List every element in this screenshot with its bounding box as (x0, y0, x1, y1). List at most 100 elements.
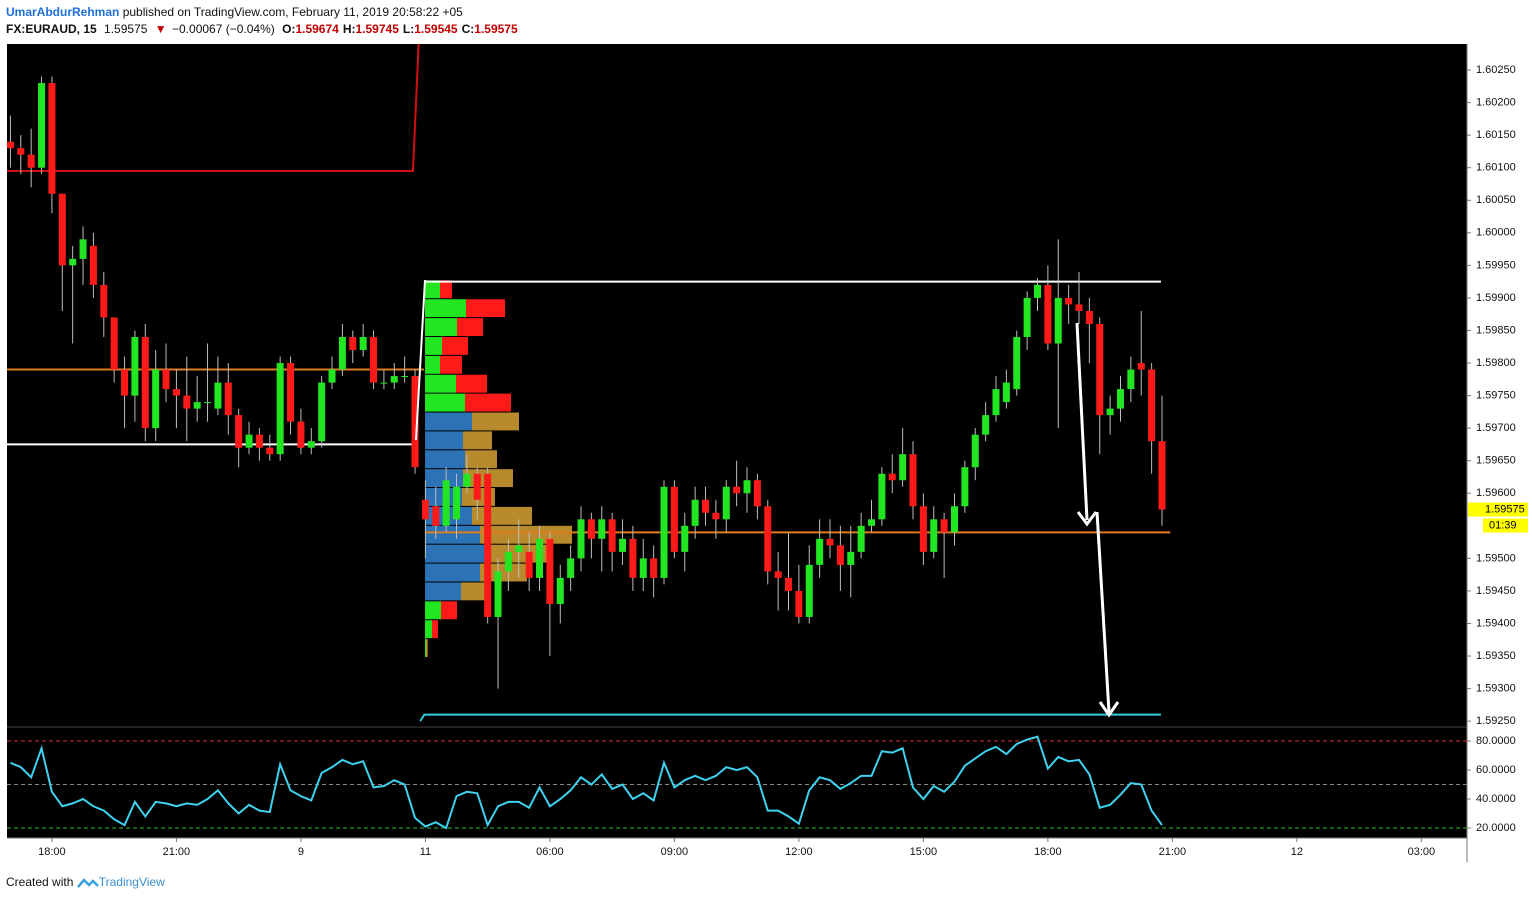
candle-body (266, 447, 274, 455)
profile-up (424, 601, 441, 620)
y-tick-label: 1.60050 (1476, 194, 1516, 206)
profile-up (424, 412, 472, 431)
y-tick-label: 1.59450 (1476, 585, 1516, 597)
y-tick-label: 1.59350 (1476, 650, 1516, 662)
candle-body (79, 239, 87, 259)
candle-body (58, 193, 66, 266)
candle-body (702, 499, 710, 513)
candle-body (318, 382, 326, 442)
candle-body (89, 245, 97, 285)
candle-body (328, 369, 336, 383)
candle-body (619, 538, 627, 552)
candle-body (401, 376, 409, 378)
profile-down (439, 355, 462, 374)
ohlc-value: 1.59545 (414, 22, 458, 36)
y-tick-label: 1.59300 (1476, 682, 1516, 694)
candle-body (753, 480, 761, 507)
published: published on TradingView.com, February 1… (122, 5, 463, 19)
created-with: Created with (6, 875, 74, 889)
candle-body (795, 590, 803, 617)
y-tick-label: 1.59750 (1476, 389, 1516, 401)
price-label: 1.59575 (1485, 503, 1525, 515)
y-tick-label: 1.59600 (1476, 487, 1516, 499)
ohlc-label: O: (282, 22, 296, 36)
candle-body (805, 564, 813, 617)
profile-down (464, 450, 497, 469)
candle-body (276, 363, 284, 455)
arrow-line (1095, 511, 1111, 713)
arrow-line (1075, 322, 1089, 521)
candle-body (691, 499, 699, 526)
author[interactable]: UmarAbdurRehman (6, 5, 120, 19)
candle-body (546, 538, 554, 604)
candle-body (515, 545, 523, 552)
candle-body (214, 382, 222, 409)
profile-down (471, 412, 519, 431)
candle-body (110, 317, 118, 370)
y-tick-label: 1.60100 (1476, 162, 1516, 174)
profile-up (424, 563, 480, 582)
candle-body (1023, 297, 1031, 337)
plot-background (7, 44, 1467, 838)
countdown-box (1483, 518, 1528, 533)
symbol: FX:EURAUD, 15 (6, 22, 97, 36)
candle-body (992, 389, 1000, 416)
candle-body (650, 558, 658, 578)
candle-body (69, 258, 77, 266)
change: −0.00067 (−0.04%) (172, 22, 275, 36)
candle-body (598, 519, 606, 539)
candle-body (1127, 369, 1135, 390)
candle-body (100, 284, 108, 318)
candle-body (951, 506, 959, 533)
arrow-head (1098, 701, 1120, 718)
profile-down (465, 299, 505, 318)
candle-body (235, 415, 243, 448)
profile-down (455, 374, 487, 393)
candle-body (878, 473, 886, 520)
candle-body (868, 519, 876, 526)
profile-down (426, 639, 428, 657)
y-tick-label: 1.59650 (1476, 455, 1516, 467)
y-tick-label: 60.0000 (1476, 764, 1516, 776)
ohlc: O:1.59674 H:1.59745 L:1.59545 C:1.59575 (282, 22, 522, 36)
candle-body (131, 336, 139, 396)
y-tick-label: 1.60200 (1476, 97, 1516, 109)
profile-connector (415, 279, 426, 441)
header-line-2: FX:EURAUD, 15 1.59575 ▼ −0.00067 (−0.04%… (6, 22, 526, 36)
candle-body (121, 369, 129, 396)
candle-body (370, 336, 378, 383)
candle-body (1065, 297, 1073, 305)
candle-body (224, 382, 232, 416)
candle-body (785, 577, 793, 591)
candle-body (712, 512, 720, 520)
x-tick-label: 12:00 (785, 846, 813, 858)
brand[interactable]: TradingView (98, 875, 165, 889)
x-tick-label: 15:00 (910, 846, 938, 858)
candle-body (27, 154, 35, 168)
candle-body (1106, 408, 1114, 416)
profile-down (439, 280, 452, 299)
y-tick-label: 1.59800 (1476, 357, 1516, 369)
price-label-box (1468, 502, 1528, 517)
candle-body (1096, 323, 1104, 416)
candle-body (816, 538, 824, 565)
candle-body (1137, 363, 1145, 370)
candle-body (1075, 304, 1083, 311)
candle-body (338, 336, 346, 370)
level-line (419, 713, 1161, 722)
ohlc-label: C: (461, 22, 475, 36)
x-tick-label: 03:00 (1408, 846, 1436, 858)
candle-body (141, 336, 149, 429)
candle-body (463, 473, 471, 487)
x-tick-label: 12 (1291, 846, 1303, 858)
profile-down (464, 393, 511, 412)
candle-body (587, 519, 595, 539)
profile-up (424, 336, 442, 355)
candle-body (48, 83, 56, 194)
candle-body (971, 434, 979, 468)
profile-up (424, 374, 456, 393)
profile-up (424, 450, 465, 469)
y-tick-label: 1.60000 (1476, 227, 1516, 239)
candle-body (567, 558, 575, 578)
